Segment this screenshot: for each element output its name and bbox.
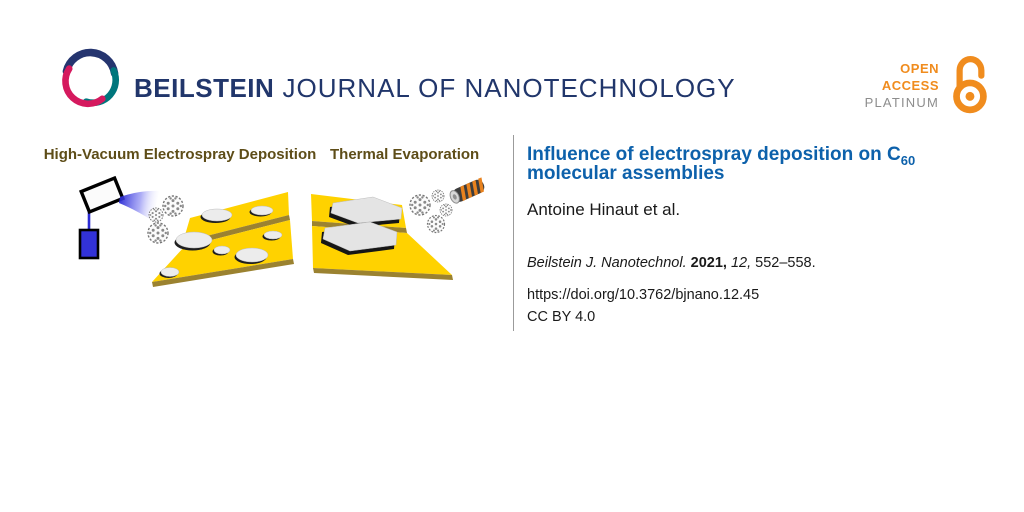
journal-wordmark: BEILSTEIN JOURNAL OF NANOTECHNOLOGY: [134, 73, 736, 104]
thermal-panel-label: Thermal Evaporation: [330, 146, 480, 163]
open-access-badge: OPEN ACCESS PLATINUM: [856, 54, 996, 116]
open-access-lock-icon: [953, 56, 987, 114]
vertical-divider: [513, 135, 514, 331]
citation-volume: 12,: [730, 255, 752, 271]
badge-access-label: ACCESS: [881, 77, 939, 93]
beilstein-swirl-icon: [62, 48, 119, 108]
article-title-subscript: 60: [900, 152, 916, 168]
badge-platinum-label: PLATINUM: [864, 94, 939, 110]
article-links: https://doi.org/10.3762/bjnano.12.45 CC …: [527, 285, 759, 328]
article-authors: Antoine Hinaut et al.: [527, 200, 681, 219]
spray-cone: [119, 190, 159, 221]
citation-journal: Beilstein J. Nanotechnol.: [527, 255, 687, 271]
journal-wordmark-bold: BEILSTEIN: [134, 73, 275, 103]
article-title-main: Influence of electrospray deposition on …: [527, 144, 901, 165]
citation-pages: 552–558.: [755, 255, 816, 271]
c60-molecules-right: [409, 189, 453, 234]
journal-wordmark-rest: JOURNAL OF NANOTECHNOLOGY: [274, 73, 736, 103]
electrospray-panel-label: High-Vacuum Electrospray Deposition: [43, 146, 317, 163]
doi-link[interactable]: https://doi.org/10.3762/bjnano.12.45: [527, 287, 760, 303]
article-title: Influence of electrospray deposition on …: [527, 144, 972, 184]
open-access-badge-text: OPEN ACCESS PLATINUM: [856, 60, 946, 111]
hexagonal-islands: [321, 196, 403, 255]
article-title-tail: molecular assemblies: [527, 162, 725, 184]
article-citation: Beilstein J. Nanotechnol. 2021, 12, 552–…: [527, 255, 816, 271]
round-islands: [159, 205, 283, 278]
electrospray-source-icon: [78, 175, 159, 260]
thermal-evaporator-icon: [449, 177, 485, 204]
citation-year: 2021,: [690, 255, 727, 271]
graphical-abstract: [78, 175, 485, 287]
badge-open-label: OPEN: [900, 60, 939, 76]
license-label: CC BY 4.0: [527, 308, 596, 325]
